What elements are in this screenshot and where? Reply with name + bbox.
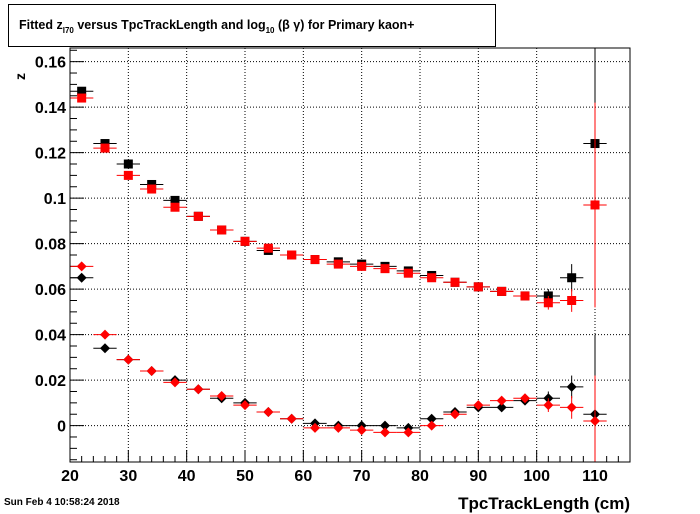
data-point-square — [77, 86, 87, 96]
data-point-square — [310, 255, 320, 265]
title-suffix: (β γ) for Primary kaon+ — [274, 18, 415, 32]
y-tick-label: 0.06 — [35, 282, 66, 299]
data-point-diamond — [170, 377, 180, 388]
x-axis-label: TpcTrackLength (cm) — [458, 494, 630, 513]
y-tick-label: 0 — [57, 419, 66, 436]
title-prefix: Fitted z — [19, 18, 63, 32]
data-point-diamond — [100, 343, 110, 354]
data-point-square — [147, 184, 157, 194]
y-tick-label: 0.14 — [35, 100, 66, 117]
y-tick-label: 0.08 — [35, 237, 66, 254]
data-point-diamond — [333, 422, 344, 433]
x-tick-label: 40 — [178, 468, 196, 485]
data-point-diamond — [403, 427, 414, 438]
data-point-diamond — [543, 400, 554, 411]
data-point-diamond — [380, 420, 390, 431]
title-middle: versus TpcTrackLength and log — [73, 18, 266, 32]
data-point-square — [263, 243, 273, 253]
data-point-diamond — [310, 422, 320, 433]
x-tick-label: 30 — [119, 468, 137, 485]
data-points — [70, 48, 607, 462]
title-subscript-10: 10 — [265, 26, 275, 35]
data-point-diamond — [566, 402, 577, 413]
x-tick-label: 90 — [469, 468, 487, 485]
x-tick-label: 70 — [353, 468, 371, 485]
title-subscript-i70: I70 — [62, 26, 74, 35]
data-point-square — [287, 250, 297, 260]
data-point-square — [380, 264, 390, 274]
data-point-diamond — [520, 393, 530, 404]
data-point-square — [403, 268, 413, 278]
data-point-diamond — [76, 272, 87, 283]
data-point-diamond — [76, 261, 87, 272]
y-tick-label: 0.12 — [35, 146, 66, 163]
data-point-square — [170, 202, 180, 212]
y-tick-label: 0.16 — [35, 55, 66, 72]
data-point-square — [100, 143, 110, 153]
data-point-diamond — [426, 413, 437, 424]
data-point-square — [543, 298, 553, 308]
tick-labels: 20 30 40 50 60 70 80 90 100 110 0 0.02 0.04 0.06 0.08 0… — [35, 55, 608, 485]
data-point-square — [170, 195, 180, 205]
y-tick-label: 0.1 — [44, 191, 66, 208]
data-point-diamond — [496, 402, 507, 413]
data-point-square — [193, 211, 203, 221]
x-tick-label: 20 — [61, 468, 79, 485]
data-point-diamond — [590, 416, 600, 427]
data-point-diamond — [263, 406, 274, 417]
data-point-square — [357, 261, 367, 271]
data-point-square — [450, 277, 460, 287]
data-point-diamond — [146, 366, 157, 377]
data-point-square — [590, 200, 600, 210]
data-point-diamond — [193, 384, 204, 395]
data-point-diamond — [240, 400, 250, 411]
data-point-diamond — [450, 409, 460, 420]
data-point-square — [427, 273, 437, 283]
data-point-diamond — [426, 420, 437, 431]
data-point-square — [100, 139, 110, 149]
data-point-diamond — [496, 395, 507, 406]
data-point-square — [123, 170, 133, 180]
data-point-square — [217, 225, 227, 235]
x-tick-label: 60 — [294, 468, 312, 485]
plot-frame — [69, 47, 631, 463]
data-point-diamond — [286, 413, 297, 424]
data-point-diamond — [380, 427, 390, 438]
x-tick-label: 110 — [582, 468, 608, 485]
chart-title: Fitted zI70 versus TpcTrackLength and lo… — [19, 18, 414, 35]
data-point-square — [520, 291, 530, 301]
data-point-square — [567, 273, 577, 283]
series-3 — [70, 261, 607, 462]
data-point-square — [473, 282, 483, 292]
title-box: Fitted zI70 versus TpcTrackLength and lo… — [8, 4, 496, 47]
y-axis-label: z — [12, 73, 28, 80]
data-point-diamond — [566, 381, 577, 392]
data-point-square — [147, 179, 157, 189]
data-point-square — [77, 93, 87, 103]
axes-frame — [69, 47, 631, 463]
data-point-diamond — [473, 400, 484, 411]
data-point-square — [240, 236, 250, 246]
x-tick-label: 50 — [236, 468, 254, 485]
data-point-square — [497, 286, 507, 296]
data-point-square — [333, 259, 343, 269]
x-tick-label: 80 — [411, 468, 429, 485]
data-point-diamond — [100, 329, 110, 340]
datestamp: Sun Feb 4 10:58:24 2018 — [4, 497, 120, 508]
y-tick-label: 0.02 — [35, 373, 66, 390]
data-point-diamond — [123, 354, 134, 365]
data-point-diamond — [216, 391, 227, 402]
series-1 — [70, 93, 607, 312]
x-tick-label: 100 — [523, 468, 550, 485]
data-point-square — [123, 159, 133, 169]
data-point-diamond — [356, 425, 367, 436]
y-tick-label: 0.04 — [35, 328, 66, 345]
data-point-square — [567, 295, 577, 305]
